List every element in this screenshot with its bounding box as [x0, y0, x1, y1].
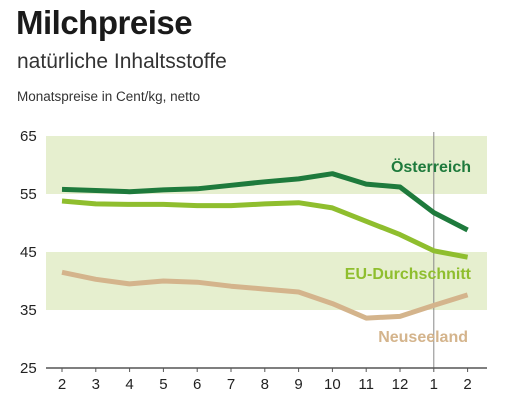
x-tick-label: 9: [294, 376, 302, 393]
y-tick-label: 25: [20, 360, 37, 377]
series-line-eu: [61, 198, 469, 260]
series-label-eu: EU-Durchschnitt: [345, 266, 472, 283]
y-tick-label: 55: [20, 186, 37, 203]
x-tick-label: 11: [358, 376, 374, 393]
x-tick-label: 8: [261, 376, 269, 393]
x-tick-label: 6: [193, 376, 201, 393]
series-layer: [61, 171, 469, 321]
series-line-austria: [61, 171, 469, 233]
y-tick-label: 45: [20, 244, 37, 261]
label-layer: Österreich EU-Durchschnitt Neuseeland: [345, 157, 472, 346]
series-line-newzealand: [61, 269, 469, 321]
x-tick-label: 10: [324, 376, 341, 393]
y-tick-label: 65: [20, 128, 37, 145]
x-tick-label: 4: [125, 376, 133, 393]
x-tick-label: 12: [392, 376, 409, 393]
series-label-newzealand: Neuseeland: [378, 329, 468, 346]
x-tick-label: 5: [159, 376, 167, 393]
x-tick-label: 3: [92, 376, 100, 393]
x-tick-label: 7: [227, 376, 235, 393]
series-label-austria: Österreich: [391, 157, 471, 176]
x-tick-label: 2: [463, 376, 471, 393]
chart-title: Milchpreise: [16, 4, 193, 41]
unit-label: Monatspreise in Cent/kg, netto: [17, 89, 201, 104]
x-tick-label: 1: [430, 376, 438, 393]
x-tick-label: 2: [58, 376, 66, 393]
chart-subtitle: natürliche Inhaltsstoffe: [17, 50, 227, 73]
y-tick-label: 35: [20, 302, 37, 319]
band-1: [46, 136, 487, 194]
